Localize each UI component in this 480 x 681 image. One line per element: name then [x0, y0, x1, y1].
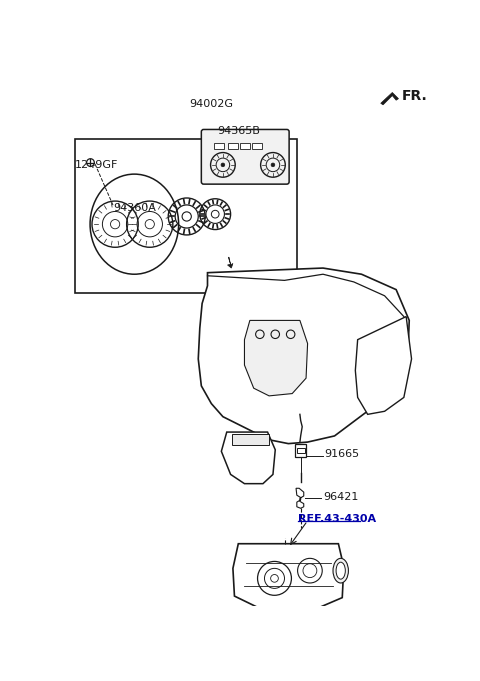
- Bar: [295, 443, 306, 458]
- Bar: [228, 142, 238, 150]
- Polygon shape: [381, 93, 398, 105]
- Text: REF.43-430A: REF.43-430A: [299, 514, 376, 524]
- Text: 94002G: 94002G: [189, 99, 233, 109]
- Bar: [75, 140, 297, 294]
- Polygon shape: [198, 268, 409, 443]
- Text: 94360A: 94360A: [114, 204, 156, 213]
- Polygon shape: [221, 432, 275, 484]
- Polygon shape: [355, 317, 411, 414]
- Ellipse shape: [336, 563, 345, 579]
- Polygon shape: [233, 543, 344, 612]
- Polygon shape: [296, 488, 304, 508]
- Bar: [292, 616, 303, 622]
- Circle shape: [271, 163, 275, 167]
- Ellipse shape: [90, 174, 179, 274]
- Polygon shape: [244, 321, 308, 396]
- Text: 96421: 96421: [323, 492, 359, 502]
- Bar: [274, 616, 285, 622]
- Bar: [297, 448, 304, 453]
- FancyBboxPatch shape: [201, 129, 289, 184]
- Text: 94365B: 94365B: [217, 127, 260, 136]
- Bar: [310, 616, 321, 622]
- Bar: [232, 434, 269, 445]
- Bar: [240, 142, 250, 150]
- Circle shape: [221, 163, 225, 167]
- Text: 91665: 91665: [324, 449, 360, 460]
- Polygon shape: [228, 257, 233, 268]
- Bar: [214, 142, 224, 150]
- Text: FR.: FR.: [402, 89, 427, 104]
- Bar: [256, 616, 267, 622]
- Text: 1249GF: 1249GF: [75, 160, 119, 170]
- Circle shape: [86, 159, 94, 166]
- Bar: [252, 142, 262, 150]
- Ellipse shape: [333, 558, 348, 583]
